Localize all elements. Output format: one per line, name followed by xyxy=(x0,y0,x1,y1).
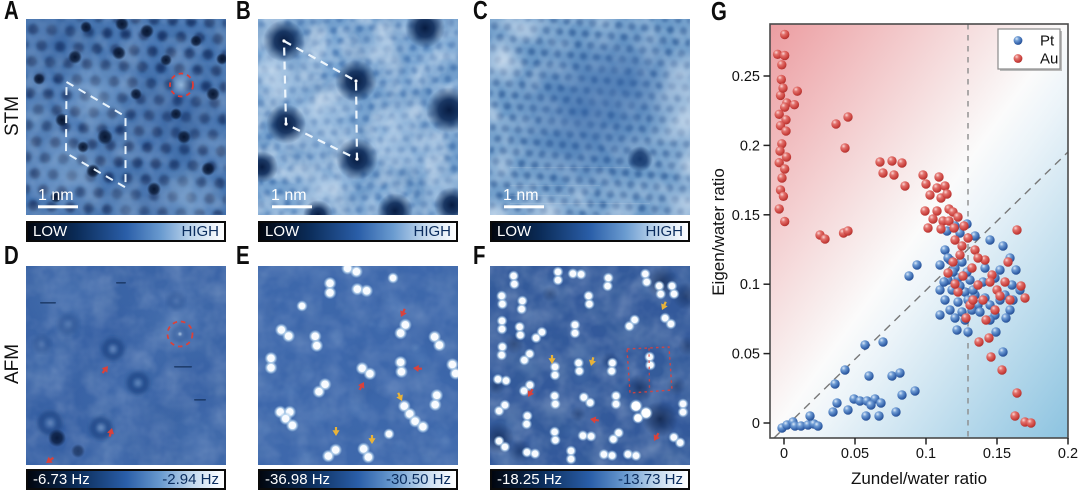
svg-text:0.2: 0.2 xyxy=(1058,446,1078,462)
svg-text:0.15: 0.15 xyxy=(732,208,760,224)
svg-text:1 nm: 1 nm xyxy=(271,187,307,204)
svg-text:1 nm: 1 nm xyxy=(503,187,539,204)
svg-text:1 nm: 1 nm xyxy=(38,187,74,204)
svg-text:0.15: 0.15 xyxy=(983,446,1011,462)
svg-text:Au: Au xyxy=(1040,51,1058,68)
svg-text:0.05: 0.05 xyxy=(841,446,869,462)
svg-text:Eigen/water ratio: Eigen/water ratio xyxy=(710,168,728,296)
svg-text:Pt: Pt xyxy=(1040,33,1055,50)
svg-text:0.2: 0.2 xyxy=(740,138,760,154)
svg-text:Zundel/water ratio: Zundel/water ratio xyxy=(851,469,987,488)
svg-text:0.1: 0.1 xyxy=(916,446,936,462)
svg-text:0: 0 xyxy=(780,446,788,462)
svg-text:0.1: 0.1 xyxy=(740,277,760,293)
svg-text:0: 0 xyxy=(752,416,760,432)
svg-text:0.05: 0.05 xyxy=(732,347,760,363)
svg-text:0.25: 0.25 xyxy=(732,69,760,85)
